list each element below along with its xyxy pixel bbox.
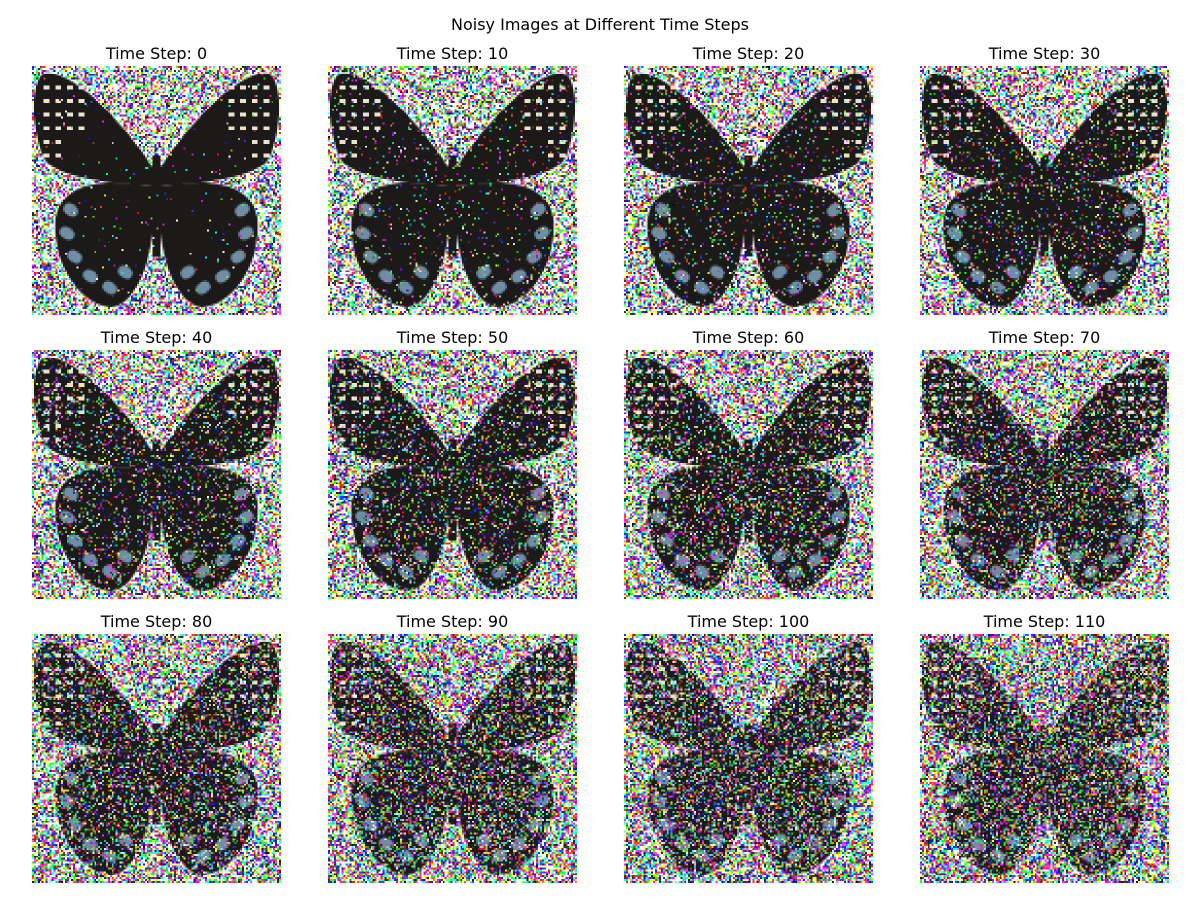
panel-time-step-80: Time Step: 80 <box>32 612 281 883</box>
panel-title: Time Step: 20 <box>692 44 805 63</box>
panel-time-step-30: Time Step: 30 <box>920 44 1169 315</box>
noisy-butterfly-image <box>920 350 1169 599</box>
noisy-butterfly-image <box>624 634 873 883</box>
panel-time-step-100: Time Step: 100 <box>624 612 873 883</box>
noisy-butterfly-image <box>328 350 577 599</box>
noisy-butterfly-image <box>32 66 281 315</box>
panel-title: Time Step: 80 <box>100 612 213 631</box>
noisy-butterfly-image <box>328 66 577 315</box>
noisy-butterfly-image <box>624 350 873 599</box>
panel-time-step-50: Time Step: 50 <box>328 328 577 599</box>
noisy-butterfly-image <box>32 634 281 883</box>
panel-time-step-70: Time Step: 70 <box>920 328 1169 599</box>
noisy-butterfly-image <box>920 66 1169 315</box>
panel-title: Time Step: 30 <box>988 44 1101 63</box>
panel-time-step-90: Time Step: 90 <box>328 612 577 883</box>
panel-time-step-0: Time Step: 0 <box>32 44 281 315</box>
panel-title: Time Step: 90 <box>396 612 509 631</box>
panel-title: Time Step: 110 <box>983 612 1106 631</box>
noisy-butterfly-image <box>920 634 1169 883</box>
panel-title: Time Step: 60 <box>692 328 805 347</box>
panel-time-step-110: Time Step: 110 <box>920 612 1169 883</box>
panel-time-step-10: Time Step: 10 <box>328 44 577 315</box>
noisy-butterfly-image <box>32 350 281 599</box>
panel-time-step-40: Time Step: 40 <box>32 328 281 599</box>
panel-title: Time Step: 40 <box>100 328 213 347</box>
panel-time-step-20: Time Step: 20 <box>624 44 873 315</box>
panel-title: Time Step: 50 <box>396 328 509 347</box>
noisy-butterfly-image <box>624 66 873 315</box>
panel-title: Time Step: 0 <box>105 44 208 63</box>
panel-time-step-60: Time Step: 60 <box>624 328 873 599</box>
figure-title: Noisy Images at Different Time Steps <box>451 15 749 34</box>
panel-title: Time Step: 10 <box>396 44 509 63</box>
panel-title: Time Step: 100 <box>687 612 810 631</box>
noisy-butterfly-image <box>328 634 577 883</box>
panel-title: Time Step: 70 <box>988 328 1101 347</box>
